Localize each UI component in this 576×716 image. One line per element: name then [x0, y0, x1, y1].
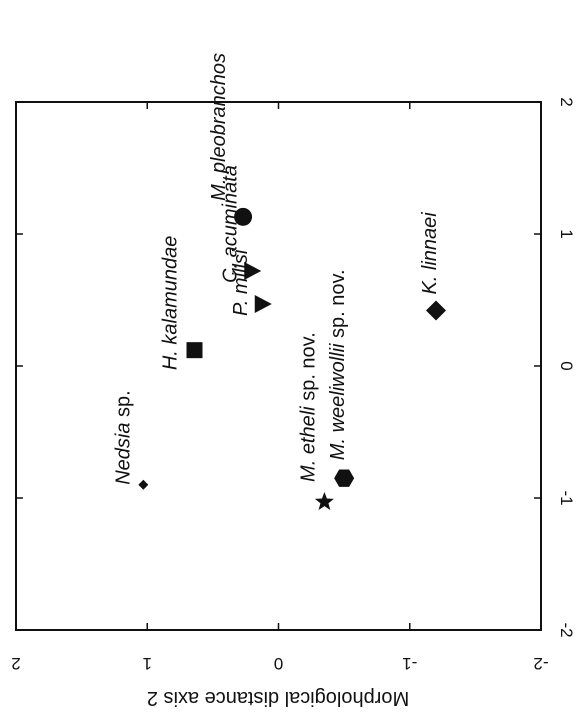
point-label-suffix: sp. nov. — [327, 269, 349, 343]
point-label-7: K. linnaei — [419, 212, 441, 295]
point-label-species: M. etheli — [297, 406, 319, 482]
y-axis-label: Morphological distance axis 2 — [147, 687, 409, 709]
point-label-suffix: sp. — [112, 390, 134, 422]
point-label-species: Nedsia — [112, 423, 134, 485]
point-label-0: Nedsia sp. — [112, 390, 134, 485]
y-tick-label: 0 — [274, 654, 283, 673]
x-axis-ticks: -2 -1 0 1 2 — [16, 97, 576, 638]
point-label-suffix: sp. nov. — [297, 332, 319, 406]
point-labels: Nedsia sp. H. kalamundae M. pleobranchosC.… — [112, 53, 441, 485]
point-label-species: H. kalamundae — [160, 236, 182, 371]
point-label-5: M. etheli sp. nov. — [297, 332, 319, 482]
point-label-species: M. pleobranchos — [208, 53, 230, 201]
point-label-species: M. weeliwollii — [327, 343, 349, 460]
y-tick-label: -2 — [533, 654, 548, 673]
data-point-3 — [244, 261, 262, 280]
data-points — [138, 207, 446, 511]
y-tick-label: 2 — [11, 654, 20, 673]
data-point-7 — [426, 300, 446, 321]
point-label-4: P. millsi — [230, 249, 252, 316]
data-point-0 — [138, 479, 149, 490]
plot-frame — [15, 101, 542, 631]
point-label-species: K. linnaei — [419, 212, 441, 295]
data-point-6 — [334, 469, 355, 487]
point-label-species: C. acuminata — [219, 165, 241, 283]
x-tick-label: -2 — [557, 622, 576, 637]
data-point-4 — [254, 294, 272, 313]
data-point-1 — [186, 342, 203, 359]
y-tick-label: -1 — [402, 654, 417, 673]
x-tick-label: 2 — [557, 97, 576, 106]
data-point-5 — [314, 491, 334, 511]
point-label-3: C. acuminata — [219, 165, 241, 283]
data-point-2 — [234, 207, 253, 226]
x-tick-label: -1 — [557, 490, 576, 505]
point-label-species: P. millsi — [230, 249, 252, 316]
point-label-1: H. kalamundae — [160, 236, 182, 371]
x-tick-label: 1 — [557, 229, 576, 238]
y-axis-ticks: -2 -1 0 1 2 — [11, 102, 549, 673]
x-tick-label: 0 — [557, 361, 576, 370]
y-tick-label: 1 — [143, 654, 152, 673]
point-label-2: M. pleobranchos — [208, 53, 230, 201]
point-label-6: M. weeliwollii sp. nov. — [327, 269, 349, 460]
